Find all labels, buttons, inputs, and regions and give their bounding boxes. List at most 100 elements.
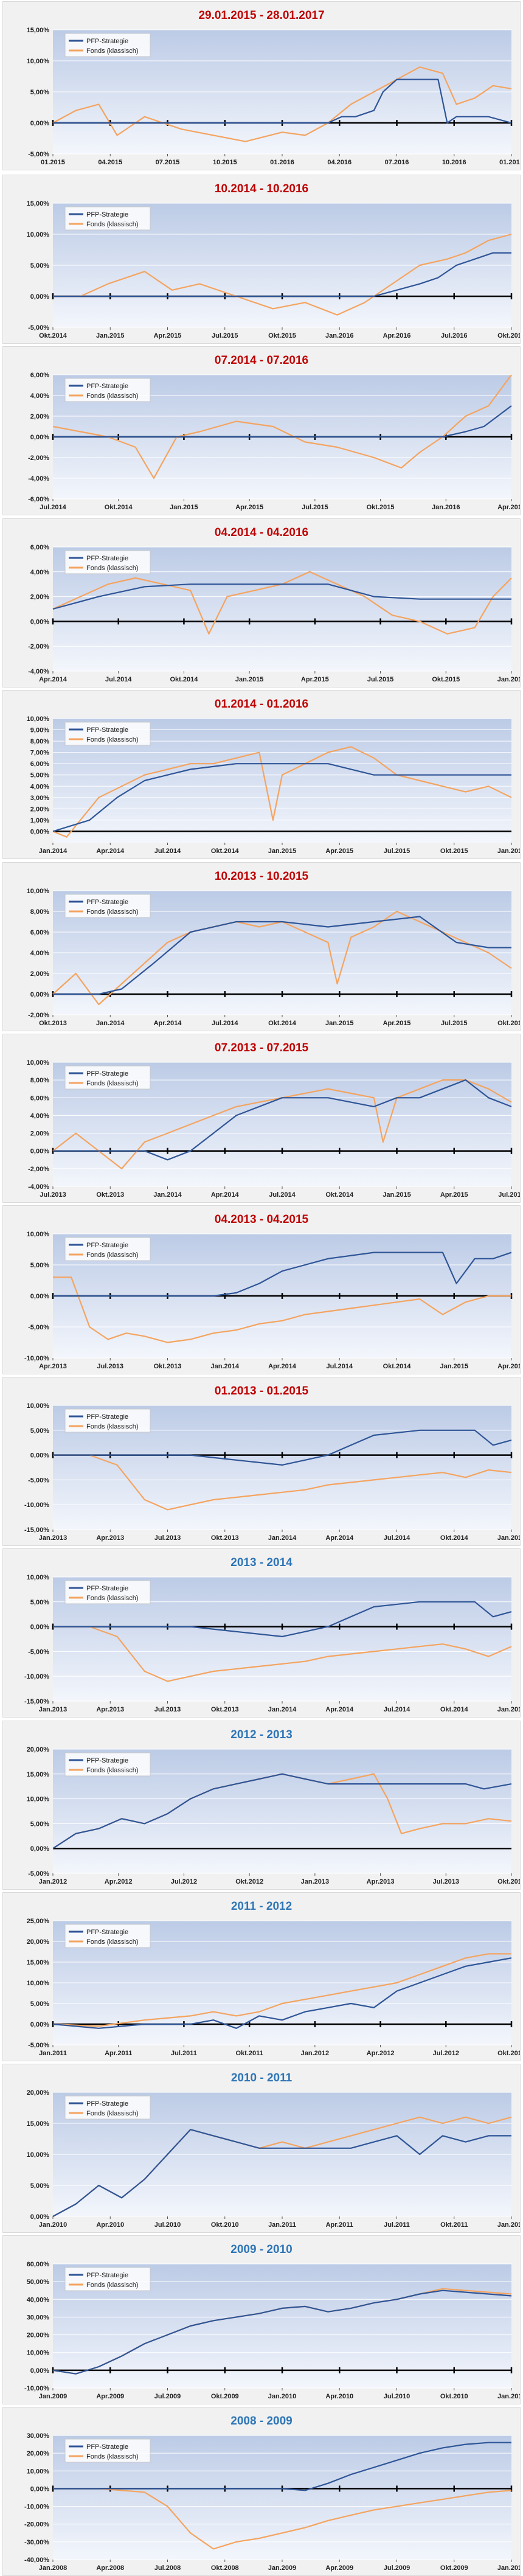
chart-title: 2010 - 2011 (230, 2072, 293, 2084)
y-tick-label: 2,00% (30, 970, 49, 978)
legend-label: PFP-Strategie (86, 1242, 128, 1249)
x-tick-label: Apr.2009 (325, 2564, 353, 2572)
y-tick-label: -15,00% (24, 1698, 49, 1705)
strategy-series-line (53, 1251, 512, 1297)
x-tick-label: Okt.2013 (96, 1191, 124, 1199)
y-tick-label: 0,00% (30, 2213, 49, 2221)
y-tick-label: -10,00% (24, 2504, 49, 2511)
x-tick-label: Jan.2010 (497, 2564, 520, 2572)
x-tick-label: Apr.2009 (96, 2393, 124, 2400)
y-tick-label: -10,00% (24, 1673, 49, 1680)
line-chart: -5,00% 0,00% 5,00% 10,00% 15,00% 01.2015 04.20… (27, 27, 520, 166)
y-tick-label: 4,00% (30, 569, 49, 576)
x-tick-label: Apr.2014 (268, 1363, 297, 1370)
legend-label: PFP-Strategie (86, 726, 128, 734)
x-tick-label: Jan.2015 (96, 332, 124, 339)
x-tick-label: Okt.2010 (211, 2221, 239, 2229)
fund-series-line (53, 1276, 511, 1343)
chart-title: 2008 - 2009 (230, 2415, 293, 2428)
x-tick-label: Okt.2010 (440, 2393, 468, 2400)
legend (64, 206, 151, 231)
y-tick-label: 25,00% (27, 1918, 50, 1925)
y-tick-label: -10,00% (24, 2385, 49, 2392)
y-tick-label: -2,00% (28, 643, 49, 650)
x-tick-label: Jan.2016 (497, 676, 520, 683)
legend-label: Fonds (klassisch) (86, 1767, 139, 1774)
chart-panel: 2010 - 2011 0,00% 5,00% 10,00% 15,00% 20,00% J… (2, 2064, 521, 2233)
x-tick-label: Okt.2013 (211, 1706, 239, 1713)
chart-title: 01.2013 - 01.2015 (214, 1385, 309, 1398)
x-tick-label: Apr.2013 (367, 1878, 395, 1885)
y-tick-label: 2,00% (30, 413, 49, 420)
fund-series-line (52, 1079, 512, 1169)
x-tick-label: Jan.2008 (39, 2564, 67, 2572)
y-tick-label: 5,00% (30, 1427, 49, 1435)
y-tick-label: 0,00% (30, 434, 49, 441)
x-tick-label: Jul.2014 (384, 1534, 410, 1542)
x-tick-label: Jan.2013 (39, 1706, 67, 1713)
y-tick-label: 9,00% (30, 727, 49, 734)
legend-label: PFP-Strategie (86, 555, 128, 562)
x-tick-label: Jan.2010 (268, 2393, 296, 2400)
x-tick-label: Apr.2012 (367, 2050, 395, 2057)
fund-series-line (52, 374, 512, 479)
legend (64, 2095, 151, 2120)
y-tick-label: 5,00% (30, 2182, 49, 2190)
x-tick-label: Apr.2014 (39, 676, 68, 683)
chart-title: 2012 - 2013 (230, 1728, 293, 1741)
x-tick-label: Jan.2015 (235, 676, 263, 683)
x-tick-label: Jan.2015 (497, 1534, 520, 1542)
legend-label: Fonds (klassisch) (86, 392, 139, 400)
legend-label: Fonds (klassisch) (86, 47, 139, 55)
x-tick-label: Apr.2015 (497, 1363, 520, 1370)
x-tick-label: Apr.2015 (301, 676, 329, 683)
x-tick-label: Jul.2015 (441, 1020, 467, 1027)
x-tick-label: Jan.2014 (39, 848, 68, 855)
y-tick-label: -40,00% (24, 2557, 49, 2564)
fund-series-line (53, 1454, 512, 1511)
strategy-series-line (53, 78, 512, 124)
x-tick-label: Jul.2014 (327, 1363, 353, 1370)
chart-panel: 2009 - 2010 -10,00% 0,00% 10,00% 20,00% 30,00… (2, 2235, 521, 2404)
fund-series-line (53, 233, 512, 316)
strategy-series-line (53, 916, 511, 995)
y-tick-label: 8,00% (30, 738, 49, 745)
y-tick-label: 5,00% (30, 89, 49, 96)
chart-title: 04.2014 - 04.2016 (214, 526, 309, 539)
x-tick-label: Jan.2014 (153, 1191, 182, 1199)
legend-label: Fonds (klassisch) (86, 908, 139, 916)
x-tick-label: Jul.2011 (171, 2050, 197, 2057)
chart-title: 07.2013 - 07.2015 (214, 1042, 309, 1054)
y-tick-label: -5,00% (28, 1648, 49, 1655)
legend-label: Fonds (klassisch) (86, 221, 139, 228)
y-tick-label: 10,00% (27, 2468, 50, 2475)
line-chart: -15,00% -10,00% -5,00% 0,00% 5,00% 10,00% Jan.… (24, 1402, 520, 1542)
legend-label: Fonds (klassisch) (86, 1251, 139, 1259)
y-tick-label: 2,00% (30, 1130, 49, 1138)
y-tick-label: -6,00% (28, 496, 49, 503)
y-tick-label: 0,00% (30, 618, 49, 625)
y-tick-label: 50,00% (27, 2278, 50, 2286)
x-tick-label: Okt.2012 (235, 1878, 263, 1885)
fund-series-line (52, 910, 512, 1006)
x-tick-label: Okt.2015 (440, 848, 468, 855)
y-tick-label: -5,00% (28, 1477, 49, 1484)
legend (64, 2438, 151, 2463)
x-tick-label: Okt.2013 (497, 1878, 520, 1885)
y-tick-label: 1,00% (30, 817, 49, 824)
strategy-series-line (52, 2289, 512, 2375)
y-tick-label: 0,00% (30, 1148, 49, 1155)
x-tick-label: Apr.2008 (96, 2564, 124, 2572)
strategy-series-line (53, 252, 511, 298)
y-tick-label: -20,00% (24, 2521, 49, 2529)
y-tick-label: 20,00% (27, 2450, 50, 2457)
y-tick-label: 6,00% (30, 544, 49, 551)
x-tick-label: Apr.2011 (326, 2221, 353, 2229)
x-tick-label: Jan.2015 (383, 1191, 410, 1199)
y-tick-label: 3,00% (30, 795, 49, 802)
x-tick-label: Apr.2012 (105, 1878, 133, 1885)
chart-panel: 01.2014 - 01.2016 0,00% 1,00% 2,00% 3,00% 4,0… (2, 690, 521, 859)
y-tick-label: 0,00% (30, 2367, 49, 2375)
strategy-series-line (52, 1773, 512, 1850)
